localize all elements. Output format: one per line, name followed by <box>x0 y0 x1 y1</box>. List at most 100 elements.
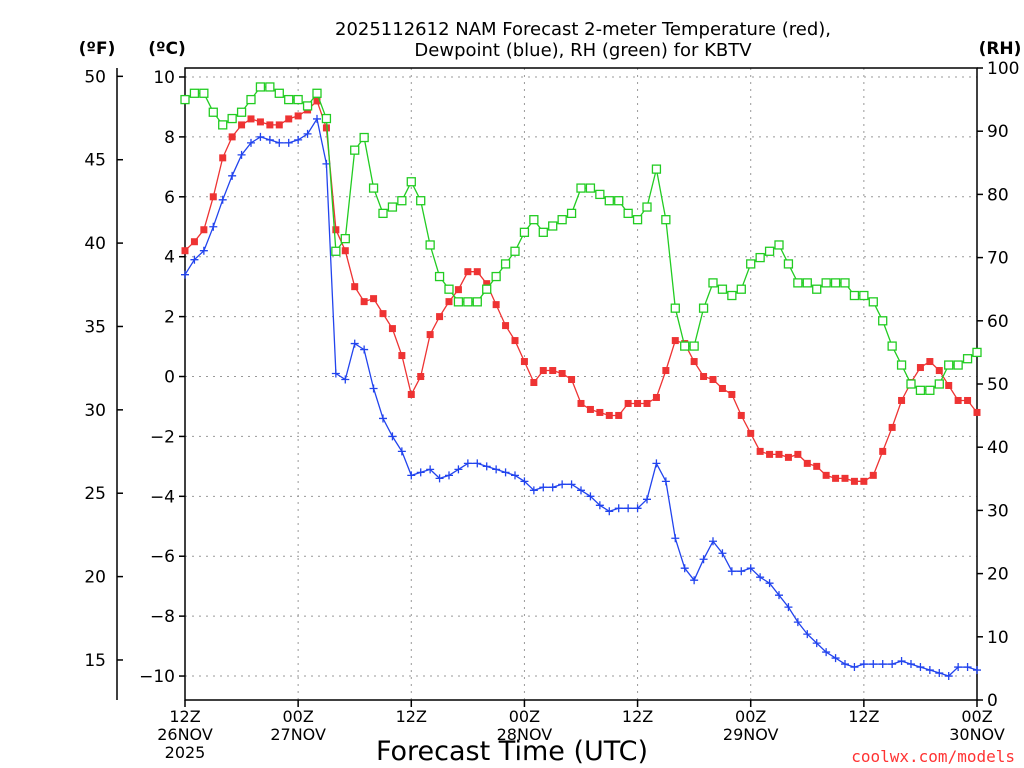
dewpoint-point <box>388 432 397 441</box>
rh-point <box>962 354 973 364</box>
temperature-point <box>888 423 896 431</box>
dewpoint-point <box>369 384 378 393</box>
celsius-tick-label: −8 <box>150 607 175 627</box>
temperature-point <box>822 471 830 479</box>
temperature-point <box>379 310 387 318</box>
rh-point <box>293 94 303 105</box>
dewpoint-point <box>350 339 359 348</box>
time-tick-label: 12Z <box>169 707 200 726</box>
dewpoint-point <box>614 504 623 513</box>
time-tick-label: 00Z <box>282 707 313 726</box>
dewpoint-point <box>445 471 453 480</box>
temperature-point <box>426 331 434 339</box>
dewpoint-point <box>454 465 463 474</box>
dewpoint-point <box>812 639 821 648</box>
rh-point <box>189 88 200 98</box>
temperature-point <box>756 447 764 455</box>
temperature-point <box>492 301 500 309</box>
temperature-point <box>266 121 274 129</box>
dewpoint-point <box>916 663 925 672</box>
rh-point <box>397 196 407 206</box>
rh-point <box>331 246 341 256</box>
time-tick-label: 12Z <box>396 707 427 726</box>
plot-frame <box>184 67 978 701</box>
dewpoint-point <box>331 369 340 378</box>
temperature-point <box>511 337 519 345</box>
rh-tick-label: 0 <box>987 691 998 711</box>
temperature-point <box>898 396 906 404</box>
rh-point <box>651 164 662 174</box>
rh-tick-label: 30 <box>987 501 1009 521</box>
dewpoint-point <box>313 114 321 123</box>
dewpoint-point <box>511 471 519 480</box>
time-tick-label: 26NOV <box>157 725 213 744</box>
temperature-point <box>520 358 528 366</box>
temperature-point <box>973 408 981 416</box>
rh-tick-label: 60 <box>987 312 1009 332</box>
rh-point <box>896 360 907 370</box>
rh-point <box>793 278 803 288</box>
rh-tick-label: 90 <box>987 122 1009 142</box>
temperature-point <box>407 390 415 398</box>
dewpoint-point <box>595 501 604 510</box>
dewpoint-point <box>605 507 614 516</box>
temperature-point <box>747 429 755 437</box>
dewpoint-point <box>737 567 746 576</box>
rh-point <box>340 233 350 244</box>
dewpoint-point <box>463 459 472 468</box>
rh-point <box>312 88 322 98</box>
temperature-point <box>596 408 604 416</box>
rh-point <box>736 284 746 294</box>
rh-axis-label: (RH) <box>979 39 1022 59</box>
time-tick-label: 00Z <box>509 707 540 726</box>
dewpoint-point <box>878 660 887 669</box>
fahrenheit-axis-label: (ºF) <box>79 39 116 59</box>
temperature-point <box>652 393 660 401</box>
rh-tick-label: 10 <box>987 628 1009 648</box>
chart-title: 2025112612 NAM Forecast 2-meter Temperat… <box>335 19 831 61</box>
dewpoint-point <box>671 534 680 543</box>
celsius-tick-label: 2 <box>164 308 175 328</box>
rh-point <box>566 208 577 219</box>
rh-point <box>849 290 860 301</box>
dewpoint-point <box>897 657 906 666</box>
celsius-tick-label: 8 <box>164 128 175 148</box>
dewpoint-point <box>275 138 284 147</box>
rh-point <box>708 278 718 288</box>
dewpoint-point <box>888 660 897 669</box>
rh-point <box>680 341 690 351</box>
time-tick-label: 12Z <box>622 707 653 726</box>
rh-ticks: 0 10 20 30 40 50 60 70 80 90 100 <box>977 59 1019 711</box>
rh-point <box>472 297 482 307</box>
rh-point <box>218 120 228 130</box>
dewpoint-point <box>935 669 944 678</box>
temperature-point <box>190 238 198 246</box>
rh-point <box>689 341 699 351</box>
rh-tick-label: 80 <box>987 185 1009 205</box>
rh-point <box>444 284 454 294</box>
rh-point <box>698 303 709 313</box>
fahrenheit-tick-label: 25 <box>84 484 106 504</box>
temperature-point <box>728 390 736 398</box>
dewpoint-point <box>775 591 783 600</box>
dewpoint-point <box>190 255 199 264</box>
temperature-point <box>605 411 613 419</box>
temperature-point <box>464 268 472 276</box>
temperature-point <box>530 379 538 387</box>
rh-point <box>255 82 266 92</box>
rh-point <box>953 360 963 370</box>
time-tick-label: 29NOV <box>723 725 779 744</box>
temperature-point <box>360 298 368 306</box>
dewpoint-point <box>577 486 585 495</box>
temperature-point <box>209 193 217 201</box>
celsius-tick-label: −10 <box>139 667 175 687</box>
temperature-point <box>737 411 745 419</box>
rh-point <box>802 278 812 288</box>
temperature-point <box>935 367 943 375</box>
dewpoint-point <box>237 150 246 159</box>
series-group <box>180 82 982 681</box>
temperature-point <box>634 399 642 407</box>
dewpoint-point <box>793 618 802 627</box>
temperature-point <box>228 133 236 141</box>
dewpoint-point <box>397 447 406 456</box>
